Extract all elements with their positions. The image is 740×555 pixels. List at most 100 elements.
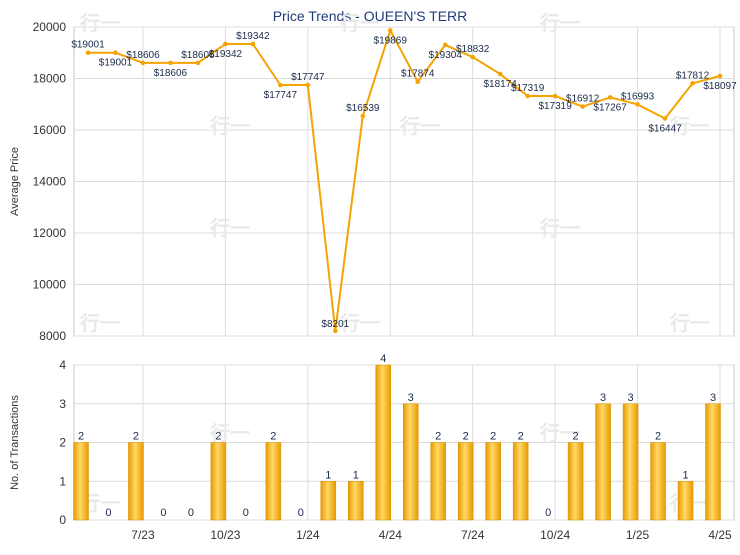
- transactions-bar: [705, 403, 721, 521]
- price-data-label: $17319: [538, 101, 572, 112]
- price-point: [195, 60, 201, 66]
- transactions-bar: [485, 442, 501, 521]
- price-data-label: $18606: [126, 50, 160, 61]
- watermark: 行一: [209, 216, 250, 240]
- transactions-bar: [677, 481, 694, 521]
- transactions-data-label: 0: [160, 507, 166, 519]
- transactions-bar: [348, 481, 364, 521]
- price-data-label: $19304: [429, 50, 463, 61]
- price-point: [360, 113, 366, 119]
- watermark: 行一: [539, 421, 580, 445]
- x-tick-label: 1/25: [626, 528, 650, 542]
- transactions-data-label: 0: [298, 507, 304, 519]
- x-tick-label: 10/24: [540, 528, 570, 542]
- watermark: 行一: [79, 11, 120, 35]
- x-tick-label: 7/24: [461, 528, 485, 542]
- transactions-data-label: 2: [435, 431, 441, 443]
- price-data-label: $19001: [71, 40, 105, 51]
- transactions-bar: [512, 442, 529, 521]
- price-data-label: $19342: [209, 49, 243, 60]
- price-point: [470, 54, 475, 60]
- price-y-tick-label: 10000: [33, 278, 67, 292]
- watermark: 行一: [669, 114, 710, 138]
- transactions-data-label: 2: [215, 431, 221, 443]
- price-point: [580, 104, 585, 109]
- price-y-tick-label: 12000: [33, 226, 67, 240]
- price-data-label: $17267: [593, 102, 627, 113]
- transactions-bar: [375, 364, 392, 521]
- transactions-bar: [595, 403, 611, 521]
- price-data-label: $17319: [511, 83, 545, 94]
- x-tick-label: 1/24: [296, 528, 320, 542]
- transactions-data-label: 2: [463, 431, 469, 443]
- transactions-bar: [320, 481, 337, 521]
- price-data-label: $16447: [648, 123, 682, 134]
- transactions-bar: [402, 403, 419, 521]
- x-tick-label: 4/24: [379, 528, 403, 542]
- watermark: 行一: [209, 114, 250, 138]
- price-y-tick-label: 8000: [39, 329, 66, 343]
- transactions-data-label: 1: [682, 469, 688, 481]
- transactions-y-tick-label: 2: [59, 436, 66, 450]
- price-point: [690, 81, 695, 86]
- price-point: [305, 82, 311, 88]
- price-data-label: $17747: [264, 90, 298, 101]
- transactions-data-label: 0: [188, 507, 194, 519]
- watermark: 行一: [209, 421, 250, 445]
- price-point: [442, 42, 448, 48]
- transactions-y-tick-label: 0: [59, 513, 66, 527]
- price-y-tick-label: 14000: [33, 175, 67, 189]
- transactions-data-label: 0: [243, 507, 249, 519]
- price-point: [607, 95, 613, 100]
- transactions-data-label: 2: [573, 431, 579, 443]
- transactions-data-label: 2: [655, 431, 661, 443]
- price-data-label: $17874: [401, 69, 435, 80]
- transactions-data-label: 3: [628, 392, 634, 404]
- price-data-label: $18174: [483, 79, 517, 90]
- transactions-data-label: 1: [353, 469, 359, 481]
- price-point: [223, 41, 228, 47]
- transactions-bar: [265, 442, 282, 521]
- transactions-bar: [430, 442, 446, 521]
- transactions-bar: [650, 442, 666, 521]
- watermark: 行一: [539, 216, 580, 240]
- watermark: 行一: [539, 11, 580, 35]
- transactions-data-label: 3: [600, 392, 606, 404]
- watermark: 行一: [399, 114, 440, 138]
- price-point: [168, 60, 173, 66]
- transactions-y-tick-label: 1: [59, 474, 66, 488]
- x-tick-label: 7/23: [131, 528, 155, 542]
- price-point: [278, 82, 283, 88]
- price-data-label: $18097: [703, 81, 737, 92]
- price-data-label: $18606: [154, 68, 188, 79]
- transactions-y-tick-label: 3: [59, 397, 66, 411]
- transactions-bar: [567, 442, 584, 521]
- price-point: [415, 79, 421, 85]
- transactions-data-label: 1: [325, 469, 331, 481]
- x-tick-label: 4/25: [708, 528, 732, 542]
- transactions-data-label: 2: [490, 431, 496, 443]
- price-data-label: $16539: [346, 103, 380, 114]
- transactions-data-label: 2: [270, 431, 276, 443]
- price-data-label: $17747: [291, 72, 325, 83]
- price-data-label: $18832: [456, 44, 490, 55]
- watermark: 行一: [669, 311, 710, 335]
- price-point: [333, 328, 338, 334]
- price-data-label: $17812: [676, 70, 710, 81]
- transactions-data-label: 3: [408, 392, 414, 404]
- transactions-data-label: 2: [78, 431, 84, 443]
- price-data-label: $8201: [321, 319, 349, 330]
- watermark: 行一: [339, 11, 380, 35]
- price-data-label: $19869: [374, 35, 408, 46]
- price-point: [662, 116, 668, 121]
- price-point: [250, 41, 256, 47]
- transactions-data-label: 4: [380, 353, 386, 365]
- transactions-y-axis-label: No. of Transactions: [9, 395, 21, 490]
- price-point: [717, 73, 723, 79]
- watermark: 行一: [339, 311, 380, 335]
- transactions-bar: [210, 442, 227, 521]
- price-series-line: [88, 27, 721, 331]
- price-point: [552, 93, 558, 99]
- transactions-bar: [73, 442, 89, 521]
